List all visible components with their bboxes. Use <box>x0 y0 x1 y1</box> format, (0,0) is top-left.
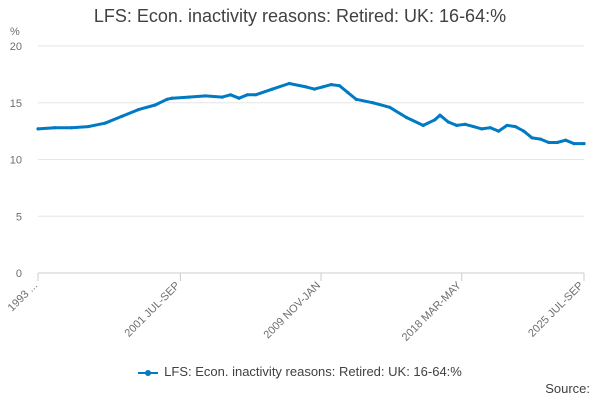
data-point <box>312 87 316 91</box>
data-point <box>547 140 551 145</box>
data-point <box>86 124 90 129</box>
x-tick-label: 2009 NOV-JAN <box>262 280 324 342</box>
data-point <box>455 123 459 128</box>
series-layer <box>36 81 586 146</box>
data-point <box>287 81 291 86</box>
data-point <box>165 97 169 101</box>
data-point <box>480 127 484 131</box>
data-point <box>538 137 543 141</box>
legend[interactable]: LFS: Econ. inactivity reasons: Retired: … <box>0 364 600 379</box>
data-point <box>270 87 275 91</box>
data-point <box>555 140 559 145</box>
data-point <box>354 97 358 101</box>
data-point <box>237 96 241 100</box>
data-point <box>53 126 57 130</box>
data-point <box>463 122 467 126</box>
data-point <box>321 85 325 89</box>
data-point <box>488 126 492 130</box>
data-point <box>220 95 224 99</box>
data-point <box>329 82 333 87</box>
y-tick-label: 5 <box>16 211 22 223</box>
y-tick-label: 20 <box>10 41 22 53</box>
data-point <box>438 113 442 117</box>
data-point <box>136 107 141 112</box>
data-point <box>496 129 501 133</box>
legend-label: LFS: Econ. inactivity reasons: Retired: … <box>164 364 462 379</box>
y-tick-label: 0 <box>16 268 22 280</box>
x-tick-label: 2025 JUL-SEP <box>526 280 586 340</box>
series-line <box>36 82 586 146</box>
data-point <box>120 114 124 118</box>
data-point <box>404 115 409 120</box>
data-point <box>471 124 476 129</box>
data-point <box>170 96 174 100</box>
y-tick-label: 15 <box>10 98 22 110</box>
chart-title: LFS: Econ. inactivity reasons: Retired: … <box>93 6 507 26</box>
data-point <box>153 103 157 107</box>
data-point <box>103 121 107 125</box>
y-axis-label: % <box>10 26 20 38</box>
data-point <box>513 124 517 129</box>
data-point <box>563 138 568 142</box>
y-tick-label: 10 <box>10 155 22 167</box>
data-point <box>187 95 191 99</box>
data-point <box>254 93 258 97</box>
data-point <box>421 123 425 128</box>
data-point <box>388 105 392 109</box>
data-point <box>446 120 450 124</box>
axis-layer: 0 5 10 15 20% 1993 ... 2001 JUL-SEP 2009 NOV-JA… <box>6 26 586 344</box>
data-point <box>36 127 40 131</box>
grid-layer <box>38 45 584 274</box>
x-tick-label: 2001 JUL-SEP <box>123 280 183 340</box>
data-point <box>245 93 249 97</box>
data-point <box>530 136 534 140</box>
data-point <box>371 101 375 105</box>
x-tick-label: 2018 MAR-MAY <box>400 279 465 344</box>
data-point <box>572 142 576 146</box>
data-point <box>229 93 233 97</box>
data-point <box>433 118 437 122</box>
source-label: Source: <box>545 381 590 396</box>
data-point <box>505 123 509 128</box>
data-point <box>69 126 74 130</box>
legend-swatch <box>138 369 159 376</box>
x-tick-label: 1993 ... <box>6 280 40 314</box>
data-point <box>203 94 208 98</box>
data-point <box>346 90 350 95</box>
data-point <box>522 129 526 133</box>
data-point <box>582 142 586 146</box>
data-point <box>304 85 308 89</box>
data-point <box>337 84 342 88</box>
